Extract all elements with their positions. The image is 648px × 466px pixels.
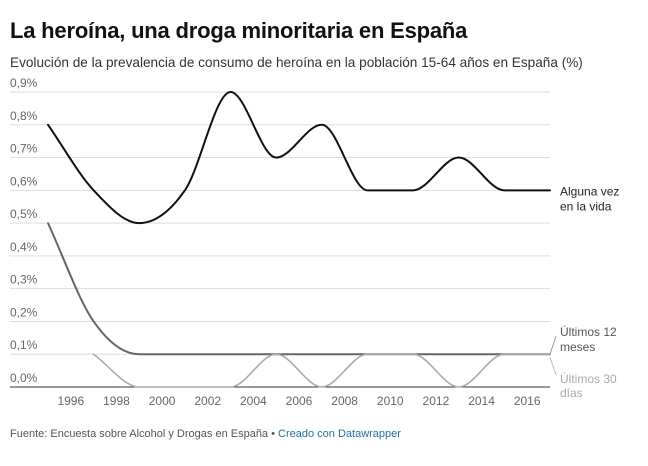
x-tick-label: 2006 [286, 394, 313, 408]
y-tick-label: 0,0% [10, 371, 38, 385]
series-label-ultimos-30-dias: Últimos 30 [560, 371, 617, 386]
x-tick-label: 2000 [149, 394, 176, 408]
series-label-alguna-vez: en la vida [560, 199, 612, 213]
y-tick-label: 0,9% [10, 76, 38, 90]
y-tick-label: 0,2% [10, 305, 38, 319]
x-tick-label: 2004 [240, 394, 267, 408]
y-tick-label: 0,3% [10, 273, 38, 287]
leader-line-ultimos-12-meses [549, 336, 557, 355]
x-tick-label: 2010 [377, 394, 404, 408]
y-tick-label: 0,4% [10, 240, 38, 254]
series-line-alguna-vez [47, 91, 551, 225]
chart-subtitle: Evolución de la prevalencia de consumo d… [10, 55, 583, 70]
footer: Fuente: Encuesta sobre Alcohol y Drogas … [10, 428, 401, 440]
x-tick-label: 2008 [331, 394, 358, 408]
datawrapper-credit-link[interactable]: Creado con Datawrapper [278, 428, 401, 440]
x-tick-label: 2002 [194, 394, 221, 408]
y-tick-label: 0,6% [10, 174, 38, 188]
series-line-ultimos-30-dias [92, 353, 551, 388]
line-chart: 0,0% 0,1% 0,2% 0,3% 0,4% 0,5% 0,6% 0,7% 0,8% 0,9%… [10, 76, 619, 408]
x-tick-label: 2014 [468, 394, 495, 408]
series-label-ultimos-12-meses: Últimos 12 [560, 324, 617, 339]
x-tick-label: 1996 [57, 394, 84, 408]
series-line-ultimos-12-meses [47, 222, 551, 356]
y-tick-label: 0,8% [10, 109, 38, 123]
y-tick-label: 0,5% [10, 207, 38, 221]
x-tick-label: 1998 [103, 394, 130, 408]
y-tick-label: 0,1% [10, 338, 38, 352]
x-tick-label: 2016 [514, 394, 541, 408]
y-tick-label: 0,7% [10, 142, 38, 156]
series-label-alguna-vez: Alguna vez [560, 184, 619, 198]
x-tick-label: 2012 [423, 394, 450, 408]
series-label-ultimos-12-meses: meses [560, 340, 595, 354]
series-label-ultimos-30-dias: días [560, 386, 583, 400]
source-note: Fuente: Encuesta sobre Alcohol y Drogas … [10, 428, 269, 440]
leader-line-ultimos-30-dias [549, 357, 557, 376]
footer-separator: • [268, 428, 279, 440]
chart-title: La heroína, una droga minoritaria en Esp… [10, 18, 468, 43]
